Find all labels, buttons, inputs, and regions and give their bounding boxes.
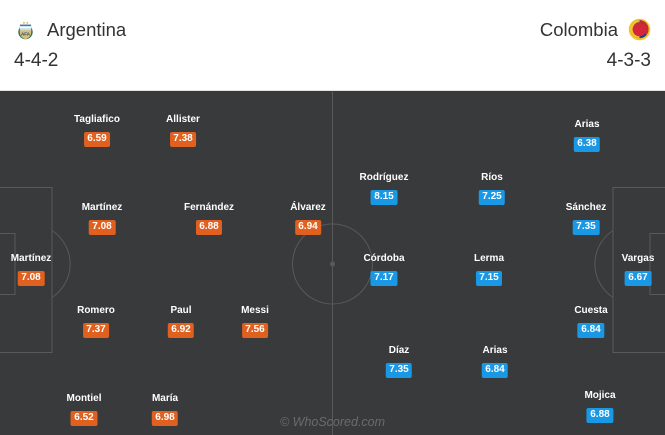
svg-text:AFA: AFA: [21, 31, 31, 36]
svg-text:★: ★: [26, 21, 29, 25]
svg-text:★: ★: [22, 21, 25, 25]
